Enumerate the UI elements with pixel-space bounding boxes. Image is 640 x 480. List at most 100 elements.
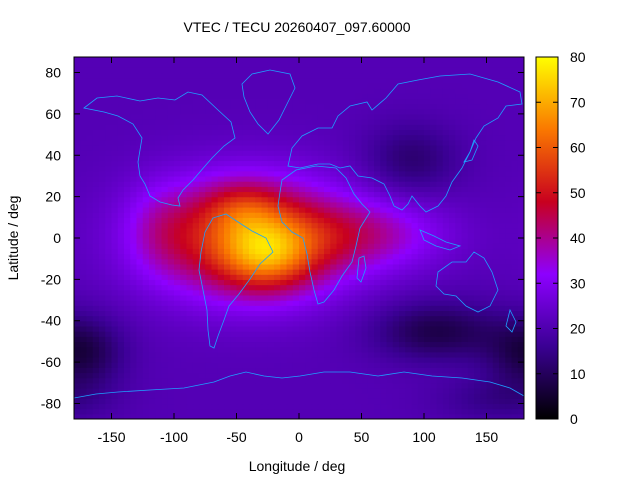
heatmap-cell — [80, 382, 88, 389]
heatmap-cell — [105, 201, 113, 208]
heatmap-cell — [480, 300, 488, 306]
heatmap-cell — [242, 243, 250, 249]
heatmap-cell — [230, 320, 238, 327]
heatmap-cell — [242, 289, 250, 296]
heatmap-cell — [149, 129, 156, 136]
heatmap-cell — [211, 393, 219, 399]
heatmap-cell — [155, 362, 163, 368]
heatmap-cell — [230, 393, 238, 399]
heatmap-cell — [286, 243, 294, 249]
heatmap-cell — [405, 103, 413, 110]
heatmap-cell — [386, 310, 394, 317]
heatmap-cell — [374, 310, 381, 317]
heatmap-cell — [211, 248, 219, 255]
heatmap-cell — [80, 362, 88, 368]
heatmap-cell — [142, 98, 150, 105]
heatmap-cell — [180, 279, 188, 286]
heatmap-cell — [267, 341, 275, 348]
heatmap-cell — [349, 341, 356, 348]
heatmap-cell — [330, 269, 338, 275]
heatmap-cell — [80, 160, 88, 167]
heatmap-cell — [74, 88, 81, 94]
heatmap-cell — [174, 103, 181, 110]
heatmap-cell — [349, 398, 356, 405]
heatmap-cell — [186, 201, 194, 208]
heatmap-cell — [480, 191, 488, 198]
heatmap-cell — [311, 284, 319, 291]
heatmap-cell — [511, 294, 519, 301]
heatmap-cell — [317, 165, 325, 172]
heatmap-cell — [186, 103, 194, 110]
heatmap-cell — [242, 413, 250, 419]
heatmap-cell — [255, 201, 263, 208]
heatmap-cell — [386, 356, 394, 363]
heatmap-cell — [486, 243, 494, 249]
heatmap-cell — [161, 398, 169, 405]
heatmap-cell — [105, 155, 113, 162]
heatmap-cell — [430, 88, 438, 94]
heatmap-cell — [324, 139, 331, 146]
heatmap-cell — [411, 413, 419, 419]
heatmap-cell — [149, 175, 156, 182]
heatmap-cell — [186, 243, 194, 249]
heatmap-cell — [167, 300, 175, 306]
heatmap-cell — [242, 362, 250, 368]
heatmap-cell — [317, 150, 325, 156]
heatmap-cell — [149, 124, 156, 130]
heatmap-cell — [374, 191, 381, 198]
heatmap-cell — [505, 62, 513, 68]
heatmap-cell — [411, 289, 419, 296]
heatmap-cell — [199, 144, 206, 151]
heatmap-cell — [124, 346, 131, 353]
heatmap-cell — [136, 57, 144, 63]
heatmap-cell — [292, 289, 300, 296]
heatmap-cell — [342, 377, 350, 384]
heatmap-cell — [305, 289, 313, 296]
heatmap-cell — [261, 346, 269, 353]
heatmap-cell — [499, 377, 506, 384]
heatmap-cell — [399, 212, 406, 218]
heatmap-cell — [261, 98, 269, 105]
heatmap-cell — [430, 253, 438, 260]
heatmap-cell — [480, 144, 488, 151]
heatmap-cell — [117, 403, 125, 410]
heatmap-cell — [230, 139, 238, 146]
heatmap-cell — [92, 181, 100, 187]
heatmap-cell — [174, 300, 181, 306]
heatmap-cell — [367, 305, 375, 311]
heatmap-cell — [199, 201, 206, 208]
heatmap-cell — [317, 62, 325, 68]
heatmap-cell — [86, 119, 94, 125]
heatmap-cell — [411, 305, 419, 311]
heatmap-cell — [192, 113, 200, 120]
heatmap-cell — [311, 263, 319, 270]
heatmap-cell — [292, 93, 300, 99]
heatmap-cell — [274, 346, 281, 353]
heatmap-cell — [424, 274, 431, 280]
heatmap-cell — [86, 124, 94, 130]
heatmap-cell — [242, 294, 250, 301]
heatmap-cell — [411, 393, 419, 399]
heatmap-cell — [405, 258, 413, 265]
heatmap-cell — [411, 310, 419, 317]
heatmap-cell — [499, 351, 506, 358]
heatmap-cell — [311, 377, 319, 384]
heatmap-cell — [499, 98, 506, 105]
heatmap-cell — [255, 186, 263, 193]
heatmap-cell — [255, 108, 263, 115]
heatmap-cell — [236, 191, 244, 198]
heatmap-cell — [142, 284, 150, 291]
heatmap-cell — [355, 341, 363, 348]
heatmap-cell — [230, 181, 238, 187]
heatmap-cell — [492, 413, 500, 419]
heatmap-cell — [436, 408, 444, 415]
heatmap-cell — [361, 238, 369, 244]
heatmap-cell — [417, 113, 425, 120]
heatmap-cell — [305, 274, 313, 280]
heatmap-cell — [411, 372, 419, 379]
heatmap-cell — [130, 294, 138, 301]
heatmap-cell — [305, 325, 313, 332]
heatmap-cell — [480, 88, 488, 94]
heatmap-cell — [174, 227, 181, 234]
heatmap-cell — [174, 403, 181, 410]
